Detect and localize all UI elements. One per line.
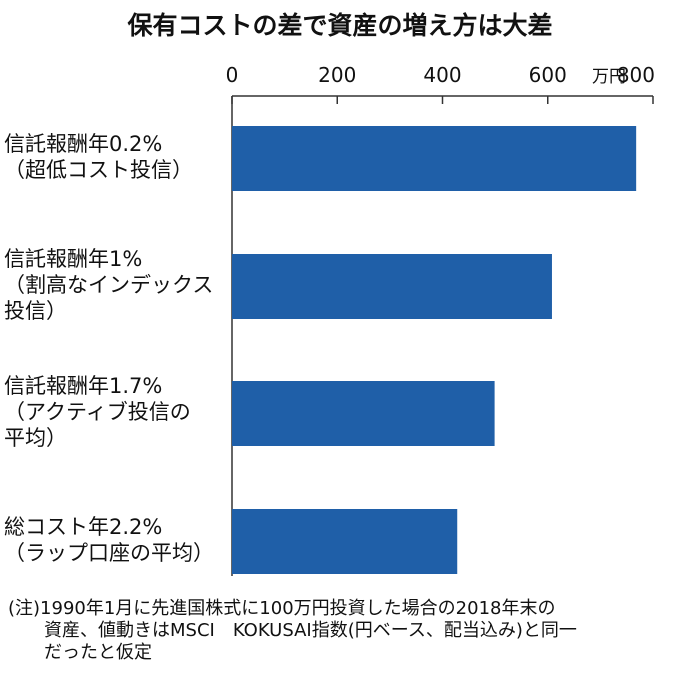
category-label-line: 信託報酬年1% — [4, 246, 143, 271]
category-label-line: （アクティブ投信の — [4, 399, 191, 424]
category-label-line: （ラップ口座の平均） — [4, 540, 214, 565]
category-label: 信託報酬年1% （割高なインデックス 投信） — [4, 246, 213, 324]
footnote: (注)1990年1月に先進国株式に100万円投資した場合の2018年末の 資産、… — [8, 598, 577, 664]
category-label: 総コスト年2.2% （ラップ口座の平均） — [4, 514, 214, 566]
footnote-line: (注)1990年1月に先進国株式に100万円投資した場合の2018年末の — [8, 598, 556, 619]
category-label: 信託報酬年1.7% （アクティブ投信の 平均） — [4, 373, 191, 451]
category-label: 信託報酬年0.2% （超低コスト投信） — [4, 131, 193, 183]
category-label-line: 投信） — [4, 298, 67, 323]
x-tick-label: 800 — [617, 63, 655, 87]
category-label-line: 総コスト年2.2% — [4, 514, 163, 539]
unit-label: 万円 — [592, 67, 626, 87]
category-label-line: 信託報酬年1.7% — [4, 373, 163, 398]
category-label-line: （割高なインデックス — [4, 272, 214, 297]
category-label-line: （超低コスト投信） — [4, 157, 193, 182]
footnote-line: だったと仮定 — [8, 642, 152, 663]
category-label-line: 信託報酬年0.2% — [4, 131, 163, 156]
bar — [232, 126, 637, 191]
bar — [232, 254, 552, 319]
x-tick-label: 200 — [318, 63, 356, 87]
category-label-line: 平均） — [4, 425, 67, 450]
chart-title: 保有コストの差で資産の増え方は大差 — [127, 11, 553, 40]
x-tick-label: 400 — [423, 63, 461, 87]
x-tick-label: 600 — [529, 63, 567, 87]
x-tick-label: 0 — [226, 63, 239, 87]
footnote-line: 資産、値動きはMSCI KOKUSAI指数(円ベース、配当込み)と同一 — [8, 620, 577, 641]
bar — [232, 381, 495, 446]
bar — [232, 509, 458, 574]
